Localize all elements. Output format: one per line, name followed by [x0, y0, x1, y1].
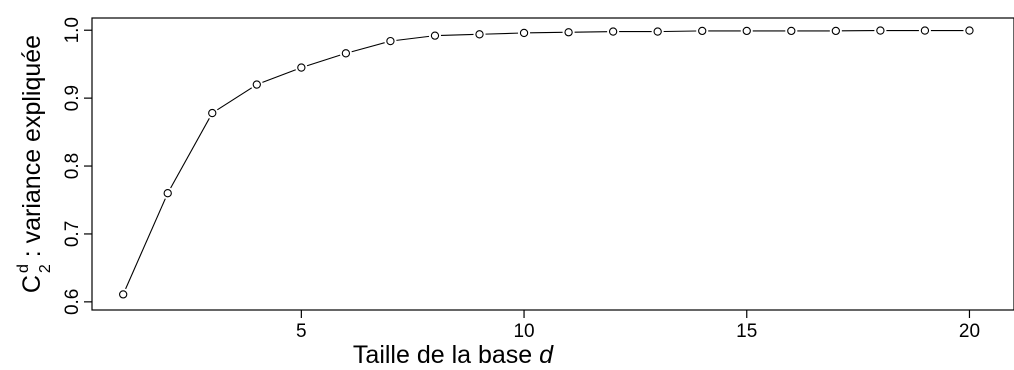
- plot-frame: [91, 17, 1014, 311]
- x-axis-title-variable: d: [539, 341, 554, 369]
- series-0-point-10: [519, 28, 529, 38]
- series-0-point-4: [252, 80, 261, 89]
- series-0-point-2: [163, 189, 172, 198]
- y-tick-label-3: 0.9: [62, 85, 83, 111]
- x-axis: 5 10 15 20: [296, 310, 980, 342]
- series-0-segment-7: [440, 33, 474, 37]
- y-axis-title: Cd 2 : variance expliquée: [15, 35, 54, 293]
- y-axis: 0.6 0.7 0.8 0.9 1.0: [62, 17, 92, 315]
- x-tick-label-20: 20: [959, 321, 980, 342]
- x-axis-title-text: Taille de la base: [353, 341, 539, 369]
- series-0-segment-5: [351, 42, 385, 53]
- series-0-segment-1: [170, 118, 210, 189]
- series-0-point-11: [564, 28, 573, 37]
- series-0-segment-6: [396, 35, 430, 41]
- series-layer: [119, 26, 974, 299]
- svg-text:Cd2 : variance expliquée: Cd 2 : variance expliquée: [15, 35, 54, 293]
- series-0-segment-2: [217, 87, 253, 111]
- series-0-point-20: [965, 26, 974, 35]
- y-tick-label-4: 1.0: [62, 17, 83, 43]
- series-0-point-18: [876, 26, 885, 35]
- series-0-segment-3: [262, 69, 296, 83]
- series-0-segment-0: [125, 198, 166, 290]
- series-0-point-1: [119, 290, 128, 299]
- series-0-point-12: [608, 27, 618, 36]
- x-tick-label-15: 15: [736, 321, 757, 342]
- series-0-point-16: [787, 26, 796, 36]
- series-0-point-17: [831, 26, 840, 36]
- y-tick-label-1: 0.7: [62, 221, 83, 247]
- y-tick-label-0: 0.6: [62, 289, 83, 315]
- series-0-point-9: [475, 30, 484, 39]
- series-0-point-15: [742, 26, 751, 36]
- x-tick-label-10: 10: [513, 321, 534, 342]
- y-axis-title-subscript: 2: [37, 264, 54, 273]
- series-0-point-8: [430, 31, 440, 40]
- series-0-point-3: [208, 108, 217, 118]
- series-0-point-7: [386, 36, 395, 46]
- y-axis-title-superscript: d: [15, 264, 32, 273]
- series-0-point-19: [920, 26, 930, 35]
- y-axis-title-symbol: C: [18, 275, 46, 293]
- x-axis-title: Taille de la base d: [353, 341, 554, 369]
- series-0-point-14: [698, 26, 707, 36]
- x-tick-label-5: 5: [296, 321, 307, 342]
- series-0-point-6: [341, 49, 351, 58]
- y-axis-title-text: : variance expliquée: [18, 35, 46, 264]
- series-0-point-13: [653, 27, 662, 36]
- series-0-segment-8: [485, 32, 519, 35]
- series-0-segment-4: [306, 54, 341, 67]
- series-0-point-5: [297, 63, 306, 72]
- y-tick-label-2: 0.8: [62, 153, 83, 179]
